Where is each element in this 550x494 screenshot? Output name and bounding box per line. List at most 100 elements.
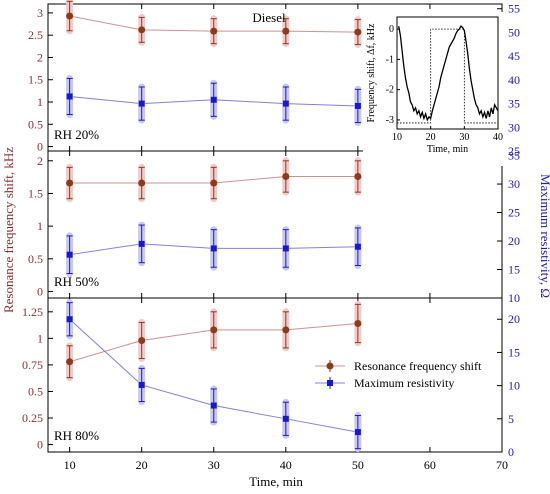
left-tick-label: 0.25 <box>22 411 43 425</box>
data-point-resonance <box>138 26 146 34</box>
x-tick-label: 30 <box>208 458 220 472</box>
right-tick-label: 40 <box>508 73 520 87</box>
data-point-resonance <box>66 12 74 20</box>
data-point-resonance <box>354 28 362 36</box>
left-tick-label: 1 <box>37 219 43 233</box>
data-point-resonance <box>210 179 218 187</box>
x-axis-title: Time, min <box>249 474 303 489</box>
y-right-axis-title: Maximum resistivity, Ω <box>538 174 550 298</box>
panel-label: RH 50% <box>54 274 99 289</box>
panel-label: RH 80% <box>54 428 99 443</box>
left-tick-label: 0.75 <box>22 358 43 372</box>
data-point-resonance <box>210 27 218 35</box>
panel-label: RH 20% <box>54 127 99 142</box>
right-tick-label: 55 <box>508 2 520 16</box>
left-tick-label: 2.5 <box>28 28 43 42</box>
inset-x-tick-label: 30 <box>459 132 469 143</box>
right-tick-label: 45 <box>508 49 520 63</box>
series-resistivity <box>66 221 362 277</box>
data-point-resistivity <box>210 96 217 103</box>
legend-label-resistivity: Maximum resistivity <box>354 376 454 390</box>
data-point-resistivity <box>282 100 289 107</box>
right-tick-label: 5 <box>508 412 514 426</box>
gas-label: Diesel <box>252 10 286 25</box>
left-tick-label: 2 <box>37 154 43 168</box>
panel-frame <box>47 150 503 299</box>
x-tick-label: 70 <box>496 458 508 472</box>
data-point-resonance <box>354 319 362 327</box>
data-point-resistivity <box>66 251 73 258</box>
data-point-resonance <box>282 172 290 180</box>
series-resistivity <box>66 74 362 127</box>
legend-marker-resonance <box>326 362 334 370</box>
x-tick-label: 40 <box>280 458 292 472</box>
legend-label-resonance: Resonance frequency shift <box>354 359 482 373</box>
data-point-resistivity <box>354 102 361 109</box>
series-resonance <box>66 157 362 203</box>
left-tick-label: 1 <box>37 95 43 109</box>
x-tick-label: 50 <box>352 458 364 472</box>
left-tick-label: 0 <box>37 284 43 298</box>
left-tick-label: 3 <box>37 6 43 20</box>
inset-x-tick-label: 40 <box>493 132 503 143</box>
inset-x-tick-label: 20 <box>426 132 436 143</box>
right-tick-label: 30 <box>508 120 520 134</box>
left-tick-label: 0 <box>37 140 43 154</box>
data-point-resonance <box>210 326 218 334</box>
data-point-resistivity <box>354 243 361 250</box>
inset-chart: 10 20 30 40 0 -1 -2 -3 Time, min Frequency shift,… <box>363 12 504 166</box>
inset-dotted-guide <box>397 28 498 124</box>
data-point-resonance <box>66 179 74 187</box>
panel-frame <box>47 297 503 453</box>
data-point-resistivity <box>282 415 289 422</box>
data-point-resonance <box>138 179 146 187</box>
series-resonance <box>66 300 362 382</box>
right-tick-label: 0 <box>508 445 514 459</box>
data-point-resistivity <box>66 93 73 100</box>
left-tick-label: 0.5 <box>28 384 43 398</box>
panel-2: 0 0.5 1 1.5 2 10 15 20 25 30 35 RH 50% <box>28 149 520 305</box>
x-tick-label: 10 <box>64 458 76 472</box>
left-tick-label: 1.25 <box>22 305 43 319</box>
right-tick-label: 20 <box>508 234 520 248</box>
right-tick-label: 25 <box>508 206 520 220</box>
inset-background <box>363 12 504 166</box>
right-tick-label: 50 <box>508 25 520 39</box>
data-point-resistivity <box>138 100 145 107</box>
inset-y-title: Frequency shift, Δf, kHz <box>366 23 377 122</box>
inset-y-tick-label: -1 <box>386 54 394 65</box>
right-tick-label: 30 <box>508 177 520 191</box>
right-tick-label: 10 <box>508 379 520 393</box>
data-point-resistivity <box>66 316 73 323</box>
data-point-resonance <box>66 358 74 366</box>
y-left-axis-title: Resonance frequency shift, kHz <box>1 147 16 313</box>
legend-marker-resistivity <box>327 380 333 386</box>
series-resonance <box>66 0 362 49</box>
data-point-resistivity <box>354 429 361 436</box>
inset-x-title: Time, min <box>427 144 468 155</box>
inset-y-tick-label: -3 <box>386 115 394 126</box>
data-point-resistivity <box>282 245 289 252</box>
right-tick-label: 25 <box>508 144 520 158</box>
inset-signal-line <box>398 25 499 122</box>
left-tick-label: 2 <box>37 50 43 64</box>
left-tick-label: 1 <box>37 331 43 345</box>
data-point-resistivity <box>210 245 217 252</box>
legend: Resonance frequency shift Maximum resist… <box>315 359 482 390</box>
data-point-resonance <box>282 326 290 334</box>
x-tick-label: 60 <box>424 458 436 472</box>
data-point-resistivity <box>210 402 217 409</box>
data-point-resonance <box>282 27 290 35</box>
right-tick-label: 10 <box>508 291 520 305</box>
left-tick-label: 0.5 <box>28 252 43 266</box>
data-point-resistivity <box>138 381 145 388</box>
data-point-resistivity <box>138 240 145 247</box>
left-tick-label: 0.5 <box>28 117 43 131</box>
left-tick-label: 1.5 <box>28 73 43 87</box>
x-tick-label: 20 <box>136 458 148 472</box>
right-tick-label: 35 <box>508 97 520 111</box>
right-tick-label: 20 <box>508 312 520 326</box>
inset-x-tick-label: 10 <box>392 132 402 143</box>
